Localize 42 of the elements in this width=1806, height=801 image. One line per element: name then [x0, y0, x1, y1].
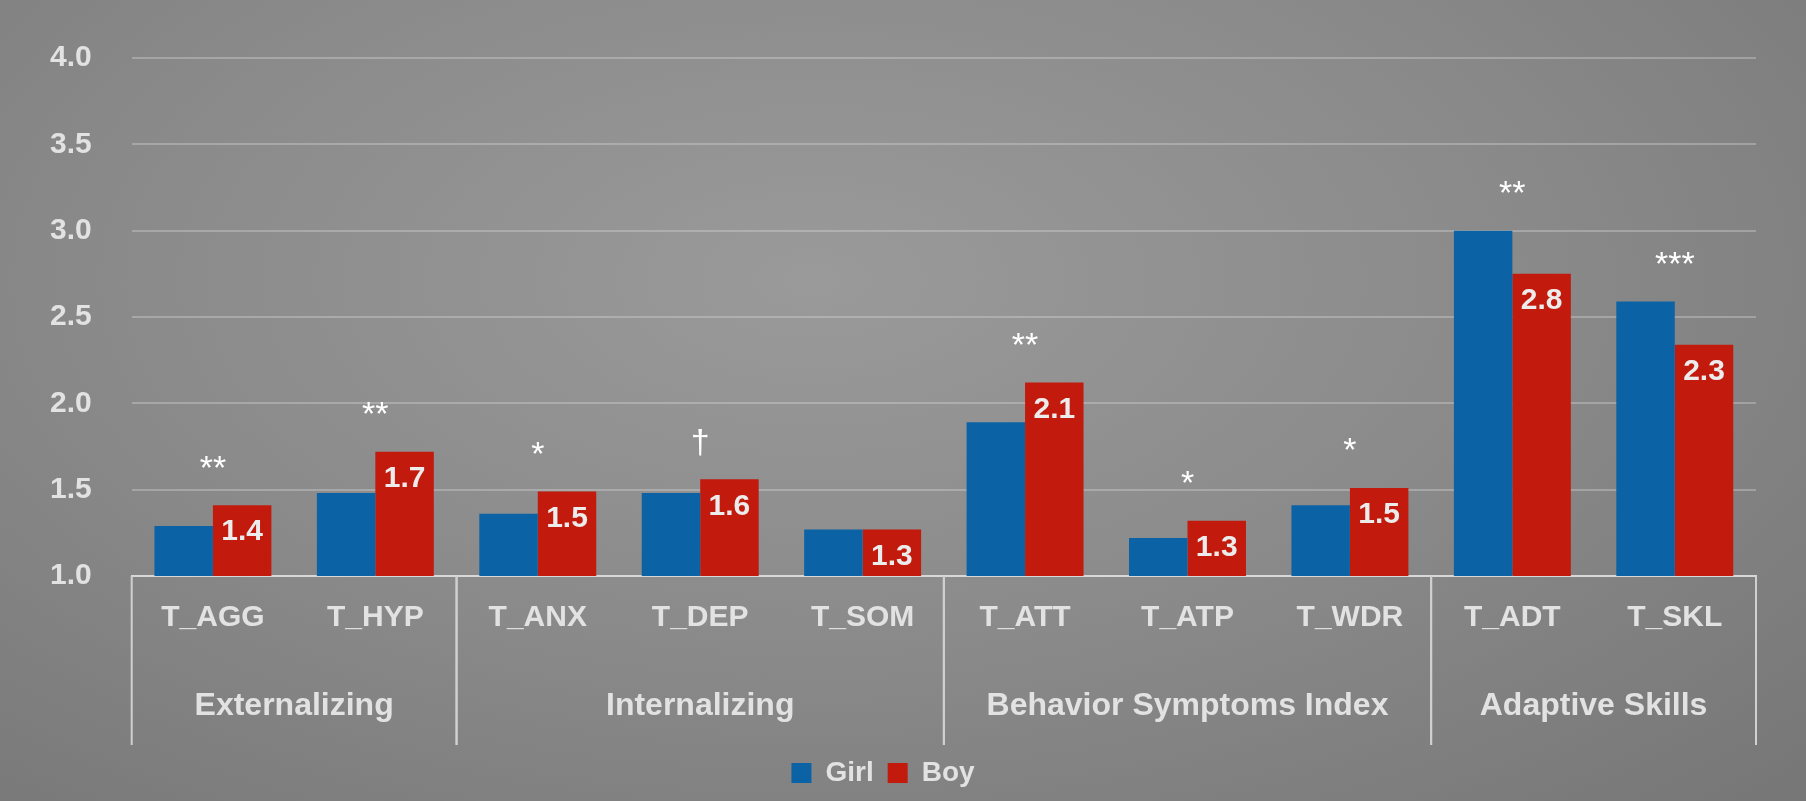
annotation: ** [362, 394, 389, 433]
data-label: 1.4 [221, 513, 264, 547]
annotation: ** [1011, 324, 1039, 363]
y-tick-label: 2.5 [49, 298, 92, 332]
x-tick-label: T_ATT [979, 599, 1071, 633]
annotation: ** [199, 447, 227, 486]
y-tick-label: 1.0 [49, 557, 92, 591]
annotation: Adaptive Skills [1479, 686, 1708, 723]
y-tick-label: 3.5 [49, 125, 92, 159]
x-tick-label: T_SOM [810, 599, 915, 633]
annotation: † [690, 421, 710, 460]
annotation: Behavior Symptoms Index [986, 686, 1389, 723]
x-tick-label: T_WDR [1296, 599, 1404, 633]
y-tick-label: 3.0 [49, 211, 92, 245]
annotation: ** [1499, 173, 1526, 212]
legend-label: Girl [825, 755, 874, 787]
data-label: 1.7 [383, 459, 426, 493]
y-tick-label: 4.0 [49, 39, 92, 73]
x-tick-label: T_ATP [1141, 599, 1234, 633]
data-label: 1.6 [708, 487, 751, 521]
data-label: 1.5 [1358, 496, 1401, 530]
x-tick-label: T_SKL [1627, 599, 1723, 633]
annotation: Externalizing [194, 686, 394, 723]
legend-label: Boy [921, 755, 975, 787]
data-label: 2.1 [1033, 390, 1076, 424]
annotation: * [1180, 463, 1195, 502]
annotation: * [1343, 430, 1357, 469]
data-label: 1.5 [546, 499, 588, 533]
y-tick-label: 2.0 [49, 384, 92, 418]
annotation: Internalizing [605, 686, 795, 723]
data-label: 2.8 [1520, 282, 1563, 316]
annotation: *** [1654, 243, 1695, 282]
x-tick-label: T_AGG [161, 599, 265, 633]
y-tick-label: 1.5 [49, 470, 92, 504]
x-tick-label: T_ANX [488, 599, 587, 633]
x-tick-label: T_HYP [327, 599, 424, 633]
x-tick-label: T_DEP [651, 599, 749, 633]
data-label: 1.3 [1195, 529, 1238, 563]
data-label: 1.3 [871, 537, 913, 571]
data-label: 2.3 [1683, 352, 1725, 386]
annotation: * [531, 433, 545, 472]
x-tick-label: T_ADT [1464, 599, 1561, 633]
